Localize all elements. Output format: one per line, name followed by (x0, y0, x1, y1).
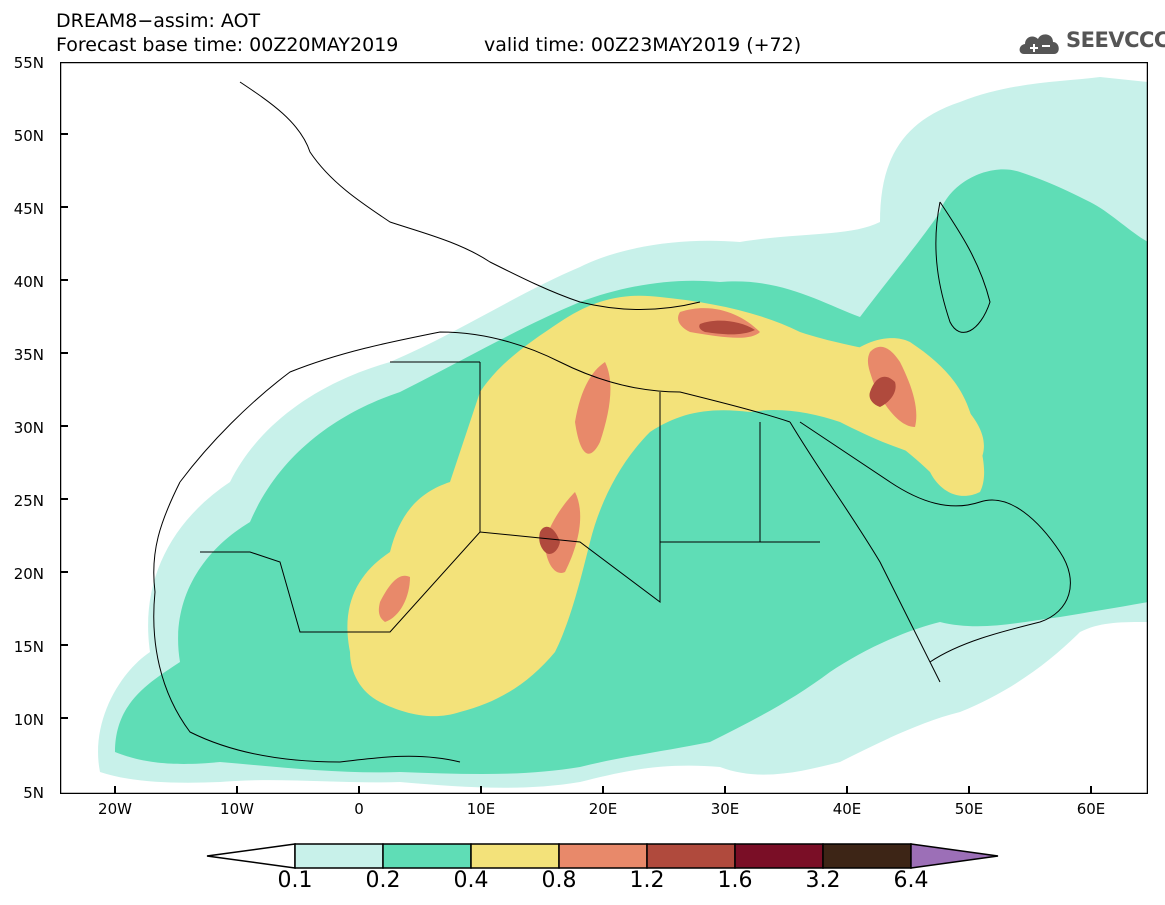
lon-label: 20W (98, 800, 132, 818)
colorbar-bin-0.1-0.2 (294, 843, 384, 869)
colorbar-label: 6.4 (893, 868, 929, 893)
aot-field (98, 77, 1148, 788)
map-frame (60, 62, 1148, 794)
lat-label: 40N (13, 273, 44, 291)
country-borders (153, 81, 1071, 763)
lon-label: 10W (220, 800, 254, 818)
colorbar-bin-0.4-0.8 (470, 843, 560, 869)
lat-label: 35N (13, 346, 44, 364)
lat-label: 25N (13, 492, 44, 510)
colorbar-label: 3.2 (805, 868, 841, 893)
colorbar-bin-1.2-1.6 (646, 843, 736, 869)
colorbar-label: 0.2 (365, 868, 401, 893)
lon-label: 0 (354, 800, 364, 818)
colorbar-low-arrow (206, 843, 296, 869)
colorbar-bin-3.2-6.4 (822, 843, 912, 869)
aot-contour-0.4 (347, 295, 984, 717)
lat-label: 50N (13, 127, 44, 145)
lat-label: 10N (13, 711, 44, 729)
border-libya-egypt (659, 392, 820, 543)
colorbar-bin-0.2-0.4 (382, 843, 472, 869)
coastline-north-africa (179, 331, 791, 483)
colorbar-bin-1.6-3.2 (734, 843, 824, 869)
colorbar-high-arrow (910, 843, 999, 869)
lat-label: 45N (13, 200, 44, 218)
aot-map (60, 62, 1148, 794)
colorbar-bin-0.8-1.2 (558, 843, 648, 869)
coastline-red-sea (789, 421, 941, 683)
valid-time: valid time: 00Z23MAY2019 (+72) (484, 34, 802, 56)
lon-label: 30E (710, 800, 740, 818)
lat-label: 30N (13, 419, 44, 437)
cloud-icon (1019, 34, 1059, 54)
coastline-west-africa (153, 481, 461, 763)
lat-label: 55N (13, 54, 44, 72)
coastline-caspian (935, 201, 991, 333)
lat-label: 5N (23, 784, 44, 802)
lon-label: 20E (588, 800, 618, 818)
coastline-europe (239, 81, 701, 310)
axis-ticks (60, 133, 1092, 794)
lat-label: 20N (13, 565, 44, 583)
logo-text: SEEVCCC (1066, 28, 1165, 52)
colorbar-label: 1.2 (629, 868, 665, 893)
map-title: DREAM8−assim: AOT (56, 10, 261, 32)
colorbar (206, 843, 999, 869)
coastline-arabia (799, 421, 1071, 663)
lat-label: 15N (13, 638, 44, 656)
colorbar-label: 1.6 (717, 868, 753, 893)
forecast-base-time: Forecast base time: 00Z20MAY2019 (56, 34, 399, 56)
colorbar-label: 0.1 (277, 868, 313, 893)
lon-label: 10E (466, 800, 496, 818)
colorbar-label: 0.8 (541, 868, 577, 893)
lon-label: 40E (832, 800, 862, 818)
lon-label: 50E (954, 800, 984, 818)
colorbar-label: 0.4 (453, 868, 489, 893)
border-north (390, 361, 481, 532)
border-sahara (200, 531, 760, 633)
lon-label: 60E (1076, 800, 1106, 818)
